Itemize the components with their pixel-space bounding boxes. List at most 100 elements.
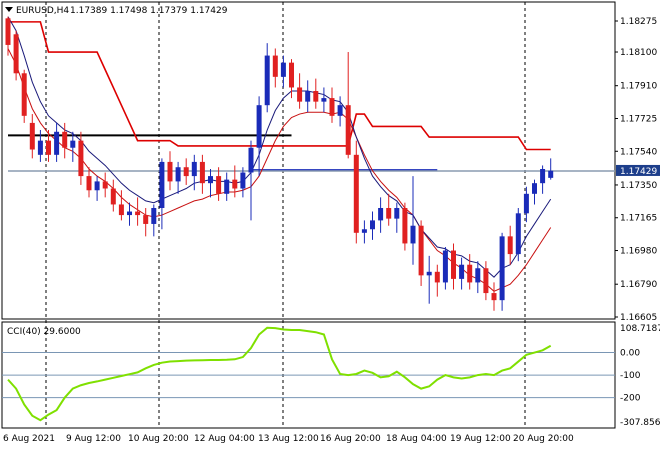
candle-body: [127, 211, 132, 216]
candle-body: [353, 154, 359, 233]
cci-tick-label: 108.7187: [620, 324, 660, 334]
cci-tick-label: -200: [620, 394, 641, 404]
candle-body: [499, 236, 505, 301]
candle-body: [272, 55, 278, 77]
envelope-polyline: [8, 21, 551, 151]
current-price-label: 1.17429: [620, 167, 657, 177]
time-label: 20 Aug 20:00: [513, 434, 574, 444]
candle-body: [135, 211, 141, 216]
price-tick-label: 1.18100: [620, 48, 657, 58]
candle-body: [491, 293, 497, 301]
candle-body: [37, 140, 43, 155]
time-label: 12 Aug 04:00: [194, 434, 255, 444]
candle-body: [345, 105, 351, 155]
candle-body: [224, 179, 230, 194]
candle-body: [451, 250, 456, 279]
candle-body: [402, 207, 408, 244]
candle-body: [232, 179, 238, 189]
candle-body: [370, 220, 375, 230]
price-tick-label: 1.18275: [620, 17, 657, 27]
time-label: 9 Aug 12:00: [66, 434, 121, 444]
candle-body: [540, 169, 546, 184]
candle-body: [523, 193, 529, 214]
candle-body: [167, 161, 173, 182]
candle-body: [159, 161, 165, 208]
candle-body: [532, 183, 537, 194]
candle-body: [289, 62, 294, 88]
candle-body: [151, 207, 157, 224]
cci-polyline: [7, 326, 552, 422]
candle-body: [191, 161, 197, 177]
candlesticks: [5, 16, 554, 311]
candle-body: [13, 34, 19, 74]
price-tick-label: 1.17910: [620, 82, 657, 92]
candle-body: [102, 181, 108, 189]
price-tick-label: 1.17165: [620, 214, 657, 224]
envelope-line: [8, 21, 551, 151]
price-axis-ticks: 1.18275 1.18100 1.17910 1.17725 1.17540 1.173…: [615, 17, 657, 323]
candle-body: [5, 18, 11, 45]
candle-body: [418, 225, 424, 276]
current-price-tag: [616, 164, 660, 176]
price-tick-label: 1.17725: [620, 114, 657, 124]
candle-body: [313, 91, 319, 102]
candle-body: [78, 140, 84, 177]
time-label: 10 Aug 20:00: [128, 434, 189, 444]
cci-line: [7, 326, 552, 422]
candle-body: [475, 268, 481, 283]
candle-body: [280, 62, 286, 77]
price-tick-label: 1.17540: [620, 147, 657, 157]
candle-body: [329, 98, 335, 116]
candle-body: [46, 140, 51, 155]
candle-body: [410, 225, 416, 244]
time-label: 18 Aug 04:00: [386, 434, 447, 444]
candle-body: [337, 105, 343, 116]
candle-body: [54, 131, 60, 155]
candle-body: [483, 268, 489, 294]
candle-body: [183, 167, 189, 177]
time-axis-labels: 6 Aug 2021 9 Aug 12:00 10 Aug 20:00 12 Aug …: [3, 434, 574, 444]
candle-body: [297, 87, 303, 102]
candle-body: [515, 213, 521, 255]
candle-body: [216, 176, 222, 194]
candle-body: [94, 181, 100, 191]
candle-body: [175, 167, 181, 182]
candle-body: [548, 170, 554, 178]
candle-body: [394, 207, 400, 219]
cci-tick-label: -100: [620, 371, 641, 381]
time-label: 16 Aug 20:00: [320, 434, 381, 444]
candle-body: [240, 172, 246, 189]
candle-body: [305, 91, 311, 102]
time-label: 19 Aug 12:00: [450, 434, 511, 444]
fast-ma-polyline: [7, 16, 552, 278]
candle-body: [21, 73, 27, 116]
price-tick-label: 1.17350: [620, 181, 657, 191]
fast-moving-average: [7, 16, 552, 278]
candle-body: [86, 176, 92, 191]
cci-tick-label: 0.00: [620, 349, 640, 359]
cci-axis-ticks: 108.7187 0.00 -100 -200 -307.8564: [620, 324, 660, 428]
candle-body: [118, 204, 124, 216]
candle-body: [507, 236, 513, 255]
candle-body: [459, 264, 465, 279]
candle-body: [321, 98, 327, 102]
cci-tick-label: -307.8564: [620, 418, 660, 428]
candle-body: [378, 207, 384, 221]
symbol-label: EURUSD,H4: [16, 6, 69, 16]
time-label: 6 Aug 2021: [3, 434, 55, 444]
candle-body: [442, 250, 448, 283]
candle-body: [199, 161, 205, 184]
candle-body: [62, 131, 68, 148]
price-tick-label: 1.16605: [620, 313, 657, 323]
candle-body: [70, 140, 76, 148]
candle-body: [29, 122, 35, 150]
candle-body: [248, 147, 254, 173]
candle-body: [434, 271, 440, 283]
price-tick-label: 1.16980: [620, 247, 657, 257]
symbol-dropdown-icon[interactable]: [5, 7, 13, 12]
price-tick-label: 1.16790: [620, 280, 657, 290]
cci-level-lines: [2, 352, 615, 399]
cci-label: CCI(40) 29.6000: [7, 327, 81, 337]
candle-body: [467, 264, 473, 283]
